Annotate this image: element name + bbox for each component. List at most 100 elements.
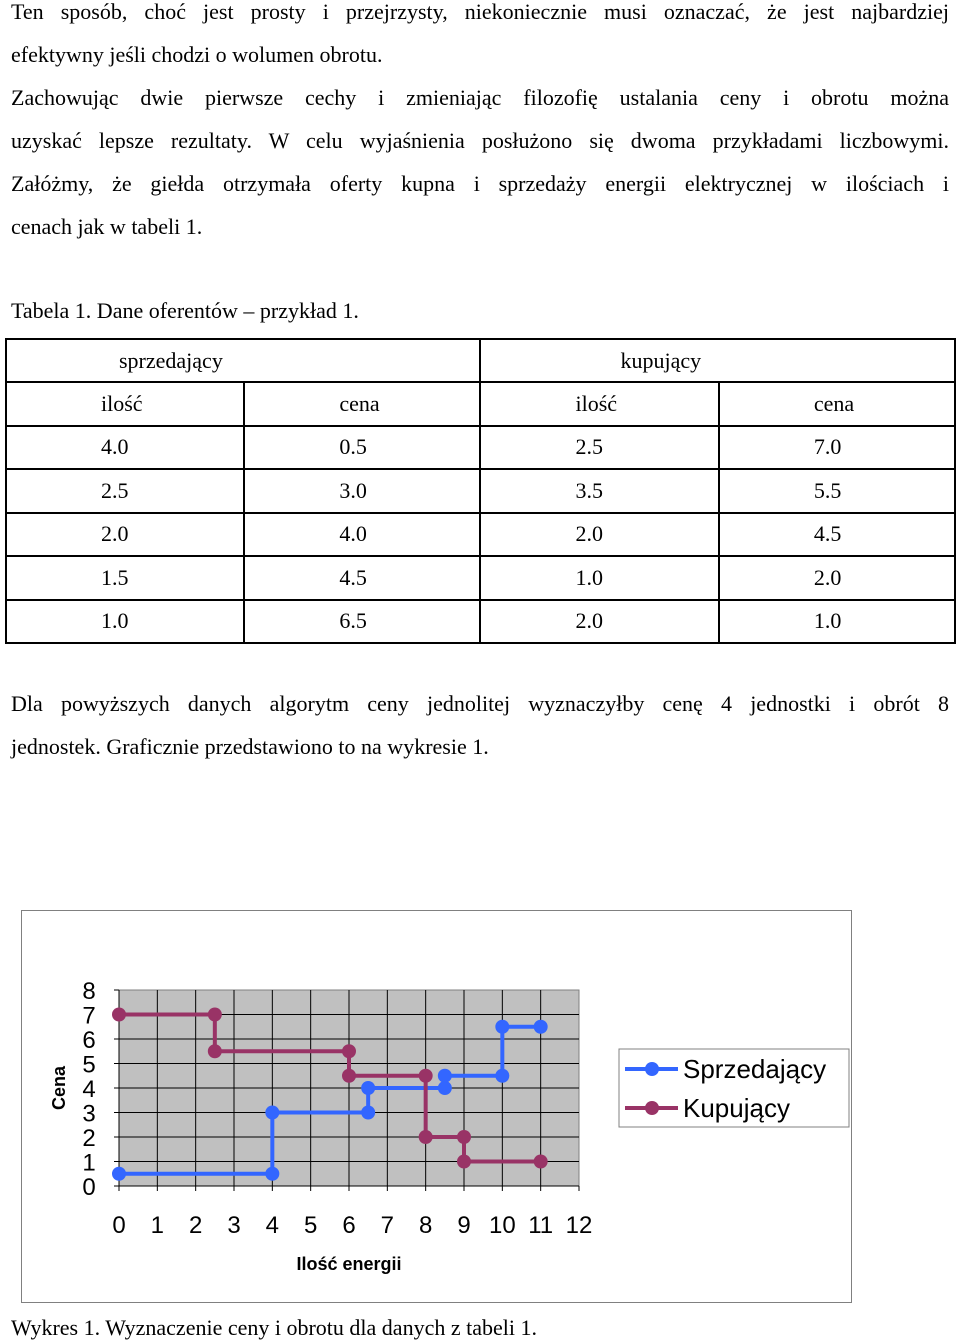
table-cell: 1.0 bbox=[4, 598, 246, 644]
x-tick-label: 5 bbox=[304, 1212, 317, 1239]
table-cell: 2.5 bbox=[479, 424, 720, 470]
table-cell: 1.0 bbox=[479, 555, 720, 601]
data-point-sprzedający bbox=[361, 1081, 376, 1095]
group-header-buyers: kupujący bbox=[479, 338, 956, 383]
table-row: 1.5 4.5 1.0 2.0 bbox=[4, 555, 957, 601]
data-point-kupujący bbox=[207, 1044, 222, 1059]
table-cell: 1.5 bbox=[4, 555, 246, 601]
y-tick-label: 5 bbox=[82, 1052, 95, 1079]
x-tick-label: 9 bbox=[457, 1212, 470, 1239]
table-cell: 4.0 bbox=[4, 424, 246, 470]
paragraph-intro: Ten sposób, choć jest prosty i przejrzys… bbox=[11, 0, 949, 76]
data-point-kupujący bbox=[342, 1068, 356, 1083]
text-line: cenach jak w tabeli 1. bbox=[11, 214, 203, 239]
x-tick-label: 2 bbox=[189, 1212, 202, 1239]
y-tick-label: 6 bbox=[82, 1027, 95, 1054]
x-tick-label: 4 bbox=[266, 1212, 279, 1239]
x-axis-title: Ilość energii bbox=[296, 1254, 401, 1274]
table-cell: 5.5 bbox=[717, 468, 957, 514]
offers-table: sprzedający kupujący ilość cena ilość ce… bbox=[4, 338, 957, 644]
column-header: cena bbox=[243, 381, 482, 427]
y-axis-title: Cena bbox=[49, 1065, 69, 1110]
y-tick-label: 0 bbox=[82, 1174, 95, 1201]
data-point-sprzedający bbox=[265, 1166, 280, 1181]
x-tick-label: 11 bbox=[528, 1212, 553, 1239]
y-tick-label: 3 bbox=[82, 1101, 95, 1128]
y-tick-label: 1 bbox=[82, 1150, 95, 1177]
table-cell: 2.0 bbox=[717, 555, 957, 601]
table-group-header-row: sprzedający kupujący bbox=[4, 338, 956, 383]
y-tick-label: 2 bbox=[82, 1125, 95, 1152]
text-line: Zachowując dwie pierwsze cechy i zmienia… bbox=[11, 85, 949, 110]
table-cell: 6.5 bbox=[243, 598, 482, 644]
table-row: 2.0 4.0 2.0 4.5 bbox=[4, 511, 957, 557]
table-row: 2.5 3.0 3.5 5.5 bbox=[4, 468, 957, 514]
text-line: jednostek. Graficznie przedstawiono to n… bbox=[11, 734, 489, 759]
legend-swatch-marker bbox=[645, 1062, 659, 1076]
x-tick-label: 1 bbox=[151, 1212, 164, 1239]
group-header-sellers: sprzedający bbox=[4, 338, 482, 383]
table-cell: 1.0 bbox=[717, 598, 957, 644]
data-point-kupujący bbox=[342, 1044, 356, 1059]
data-point-sprzedający bbox=[533, 1019, 548, 1034]
data-point-sprzedający bbox=[495, 1068, 510, 1083]
legend-entry: Sprzedający bbox=[683, 1054, 826, 1084]
x-tick-label: 7 bbox=[381, 1212, 394, 1239]
table-cell: 2.0 bbox=[479, 511, 720, 557]
paragraph-result: Dla powyższych danych algorytm ceny jedn… bbox=[11, 682, 949, 768]
data-point-kupujący bbox=[418, 1130, 433, 1144]
table-cell: 4.5 bbox=[717, 511, 957, 557]
table-cell: 3.5 bbox=[479, 468, 720, 514]
column-header: ilość bbox=[4, 381, 246, 427]
data-point-kupujący bbox=[418, 1068, 433, 1083]
legend-swatch-marker bbox=[645, 1101, 659, 1115]
table-cell: 2.5 bbox=[4, 468, 246, 514]
chart-container: 0 1 2 3 4 5 6 7 8 9 10 11 12 0 1 2 3 4 5 6 7 8 Ilość energii Ce… bbox=[21, 910, 852, 1303]
data-point-sprzedający bbox=[437, 1081, 452, 1095]
table-cell: 4.0 bbox=[243, 511, 482, 557]
table-caption: Tabela 1. Dane oferentów – przykład 1. bbox=[11, 298, 359, 323]
y-tick-label: 8 bbox=[82, 978, 95, 1005]
table-row: 1.0 6.5 2.0 1.0 bbox=[4, 598, 957, 644]
series-line-kupujący bbox=[119, 1012, 541, 1164]
paragraph-explanation: Zachowując dwie pierwsze cechy i zmienia… bbox=[11, 76, 949, 248]
table-cell: 7.0 bbox=[717, 424, 957, 470]
table-cell: 3.0 bbox=[243, 468, 482, 514]
y-tick-label: 7 bbox=[82, 1003, 95, 1030]
x-tick-label: 12 bbox=[566, 1212, 593, 1239]
data-point-sprzedający bbox=[265, 1105, 280, 1120]
data-point-kupujący bbox=[112, 1007, 126, 1022]
x-tick-label: 8 bbox=[419, 1212, 432, 1239]
legend-entry: Kupujący bbox=[683, 1093, 790, 1123]
table-cell: 2.0 bbox=[4, 511, 246, 557]
column-header: ilość bbox=[479, 381, 720, 427]
column-header: cena bbox=[717, 381, 957, 427]
x-tick-label: 0 bbox=[112, 1212, 125, 1239]
table-cell: 0.5 bbox=[243, 424, 482, 470]
table-cell: 2.0 bbox=[479, 598, 720, 644]
data-point-sprzedający bbox=[112, 1166, 126, 1181]
legend-box bbox=[618, 1048, 850, 1128]
data-point-kupujący bbox=[457, 1130, 471, 1144]
y-tick-label: 4 bbox=[82, 1076, 95, 1103]
text-line: uzyskać lepsze rezultaty. W celu wyjaśni… bbox=[11, 128, 949, 153]
text-line: Dla powyższych danych algorytm ceny jedn… bbox=[11, 691, 949, 716]
data-point-kupujący bbox=[457, 1154, 471, 1169]
table-row: 4.0 0.5 2.5 7.0 bbox=[4, 424, 957, 470]
chart-caption: Wykres 1. Wyznaczenie ceny i obrotu dla … bbox=[11, 1315, 537, 1340]
text-line: Ten sposób, choć jest prosty i przejrzys… bbox=[11, 0, 949, 24]
text-line: efektywny jeśli chodzi o wolumen obrotu. bbox=[11, 42, 383, 67]
text-line: Załóżmy, że giełda otrzymała oferty kupn… bbox=[11, 171, 949, 196]
data-point-sprzedający bbox=[495, 1019, 510, 1034]
data-point-kupujący bbox=[533, 1154, 548, 1169]
x-tick-label: 3 bbox=[227, 1212, 240, 1239]
table-cell: 4.5 bbox=[243, 555, 482, 601]
data-point-sprzedający bbox=[437, 1068, 452, 1083]
series-line-sprzedający bbox=[119, 1024, 541, 1176]
table-column-header-row: ilość cena ilość cena bbox=[4, 381, 957, 427]
x-tick-label: 6 bbox=[342, 1212, 355, 1239]
x-tick-label: 10 bbox=[489, 1212, 516, 1239]
data-point-kupujący bbox=[207, 1007, 222, 1022]
data-point-sprzedający bbox=[361, 1105, 376, 1120]
